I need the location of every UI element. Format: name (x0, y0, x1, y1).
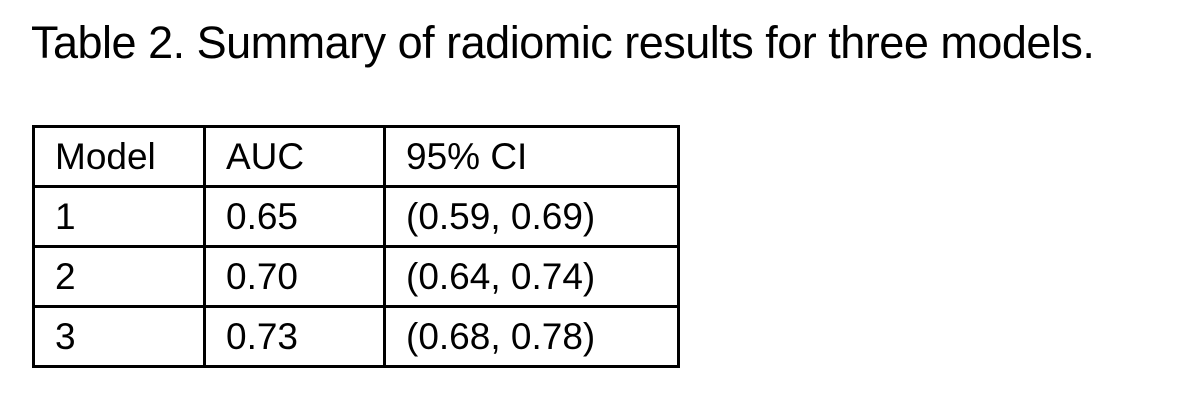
cell-ci: (0.59, 0.69) (383, 185, 680, 248)
cell-auc: 0.70 (203, 245, 386, 308)
results-table: Model AUC 95% CI 1 0.65 (0.59, 0.69) 2 0… (32, 125, 680, 368)
header-cell-ci: 95% CI (383, 125, 680, 188)
header-cell-model: Model (32, 125, 206, 188)
header-cell-auc: AUC (203, 125, 386, 188)
cell-model: 3 (32, 305, 206, 368)
table-row: 2 0.70 (0.64, 0.74) (32, 245, 680, 308)
cell-model: 2 (32, 245, 206, 308)
cell-model: 1 (32, 185, 206, 248)
table-caption: Table 2. Summary of radiomic results for… (31, 17, 1095, 68)
cell-auc: 0.65 (203, 185, 386, 248)
cell-ci: (0.68, 0.78) (383, 305, 680, 368)
table-row: 1 0.65 (0.59, 0.69) (32, 185, 680, 248)
table-row: 3 0.73 (0.68, 0.78) (32, 305, 680, 368)
cell-auc: 0.73 (203, 305, 386, 368)
table-header-row: Model AUC 95% CI (32, 125, 680, 188)
cell-ci: (0.64, 0.74) (383, 245, 680, 308)
